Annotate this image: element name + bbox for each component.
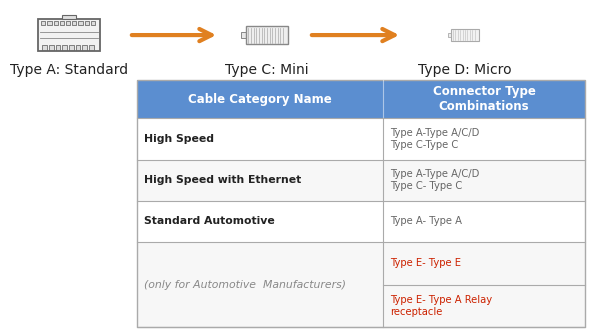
Text: Type E- Type E: Type E- Type E xyxy=(391,258,461,268)
Text: (only for Automotive  Manufacturers): (only for Automotive Manufacturers) xyxy=(144,280,346,290)
Text: Connector Type
Combinations: Connector Type Combinations xyxy=(433,85,536,113)
Text: High Speed: High Speed xyxy=(144,134,214,144)
Bar xyxy=(62,45,67,49)
Bar xyxy=(85,20,89,25)
Bar xyxy=(137,160,585,201)
Bar xyxy=(76,45,80,49)
Bar xyxy=(69,45,74,49)
Text: Type E- Type A Relay
receptacle: Type E- Type A Relay receptacle xyxy=(391,295,493,317)
Bar xyxy=(41,20,46,25)
Text: Standard Automotive: Standard Automotive xyxy=(144,216,275,226)
Bar xyxy=(82,45,87,49)
Bar xyxy=(137,80,585,327)
Text: High Speed with Ethernet: High Speed with Ethernet xyxy=(144,175,301,185)
Bar xyxy=(53,20,58,25)
Bar xyxy=(56,45,61,49)
Bar xyxy=(60,20,64,25)
Text: Type D: Micro: Type D: Micro xyxy=(418,63,512,77)
Bar xyxy=(89,45,94,49)
Bar xyxy=(42,45,47,49)
Bar xyxy=(72,20,76,25)
Bar xyxy=(246,26,288,44)
Bar xyxy=(451,29,479,41)
Text: Type A: Standard: Type A: Standard xyxy=(10,63,128,77)
Bar xyxy=(78,20,83,25)
Bar xyxy=(137,201,585,242)
Bar xyxy=(137,242,585,327)
Bar xyxy=(47,20,52,25)
Bar xyxy=(49,45,54,49)
Text: Type A-Type A/C/D
Type C- Type C: Type A-Type A/C/D Type C- Type C xyxy=(391,169,480,191)
Text: Cable Category Name: Cable Category Name xyxy=(188,93,332,106)
Bar xyxy=(241,32,247,38)
Bar xyxy=(37,19,100,51)
Bar xyxy=(62,15,76,19)
Bar xyxy=(137,119,585,160)
Text: Type A-Type A/C/D
Type C-Type C: Type A-Type A/C/D Type C-Type C xyxy=(391,128,480,150)
Text: Type A- Type A: Type A- Type A xyxy=(391,216,463,226)
Bar xyxy=(448,33,452,37)
Text: Type C: Mini: Type C: Mini xyxy=(225,63,309,77)
Bar xyxy=(137,80,585,119)
Bar xyxy=(91,20,95,25)
Bar xyxy=(66,20,70,25)
